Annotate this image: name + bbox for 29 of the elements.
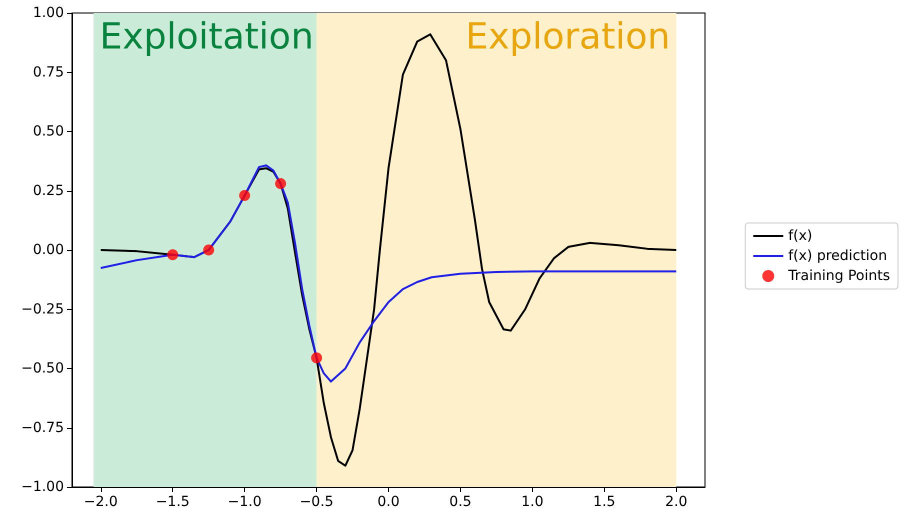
x-tick-label: 0.0 [377,494,400,510]
x-tick-label: 2.0 [665,494,688,510]
band-label: Exploration [465,16,670,58]
point [167,249,178,260]
y-tick-label: −0.25 [21,301,64,318]
point [239,190,250,201]
x-tick-label: −2.0 [84,494,118,510]
x-tick-label: −1.5 [156,494,190,510]
y-tick-label: −0.50 [21,360,64,376]
y-tick-label: 0.25 [32,182,64,199]
x-tick-label: −1.0 [228,494,262,510]
y-tick-label: −1.00 [21,479,64,495]
x-tick-label: −0.5 [300,494,334,510]
x-tick-label: 1.5 [593,494,616,510]
y-tick-label: 0.75 [32,64,64,80]
y-tick-label: 0.50 [32,124,64,140]
point [311,352,322,364]
y-tick-label: 0.00 [32,242,64,258]
point [275,178,286,190]
legend-label: f(x) [788,228,812,244]
line-series [100,164,678,383]
x-tick-label: 0.5 [449,494,472,510]
point [203,244,214,256]
y-tick-label: −0.75 [21,420,64,436]
legend-label: Training Points [787,268,890,284]
legend-label: f(x) prediction [788,248,888,264]
band-label: Exploitation [100,16,314,58]
y-tick-label: 1.00 [32,5,64,21]
x-tick-label: 1.0 [521,494,544,510]
